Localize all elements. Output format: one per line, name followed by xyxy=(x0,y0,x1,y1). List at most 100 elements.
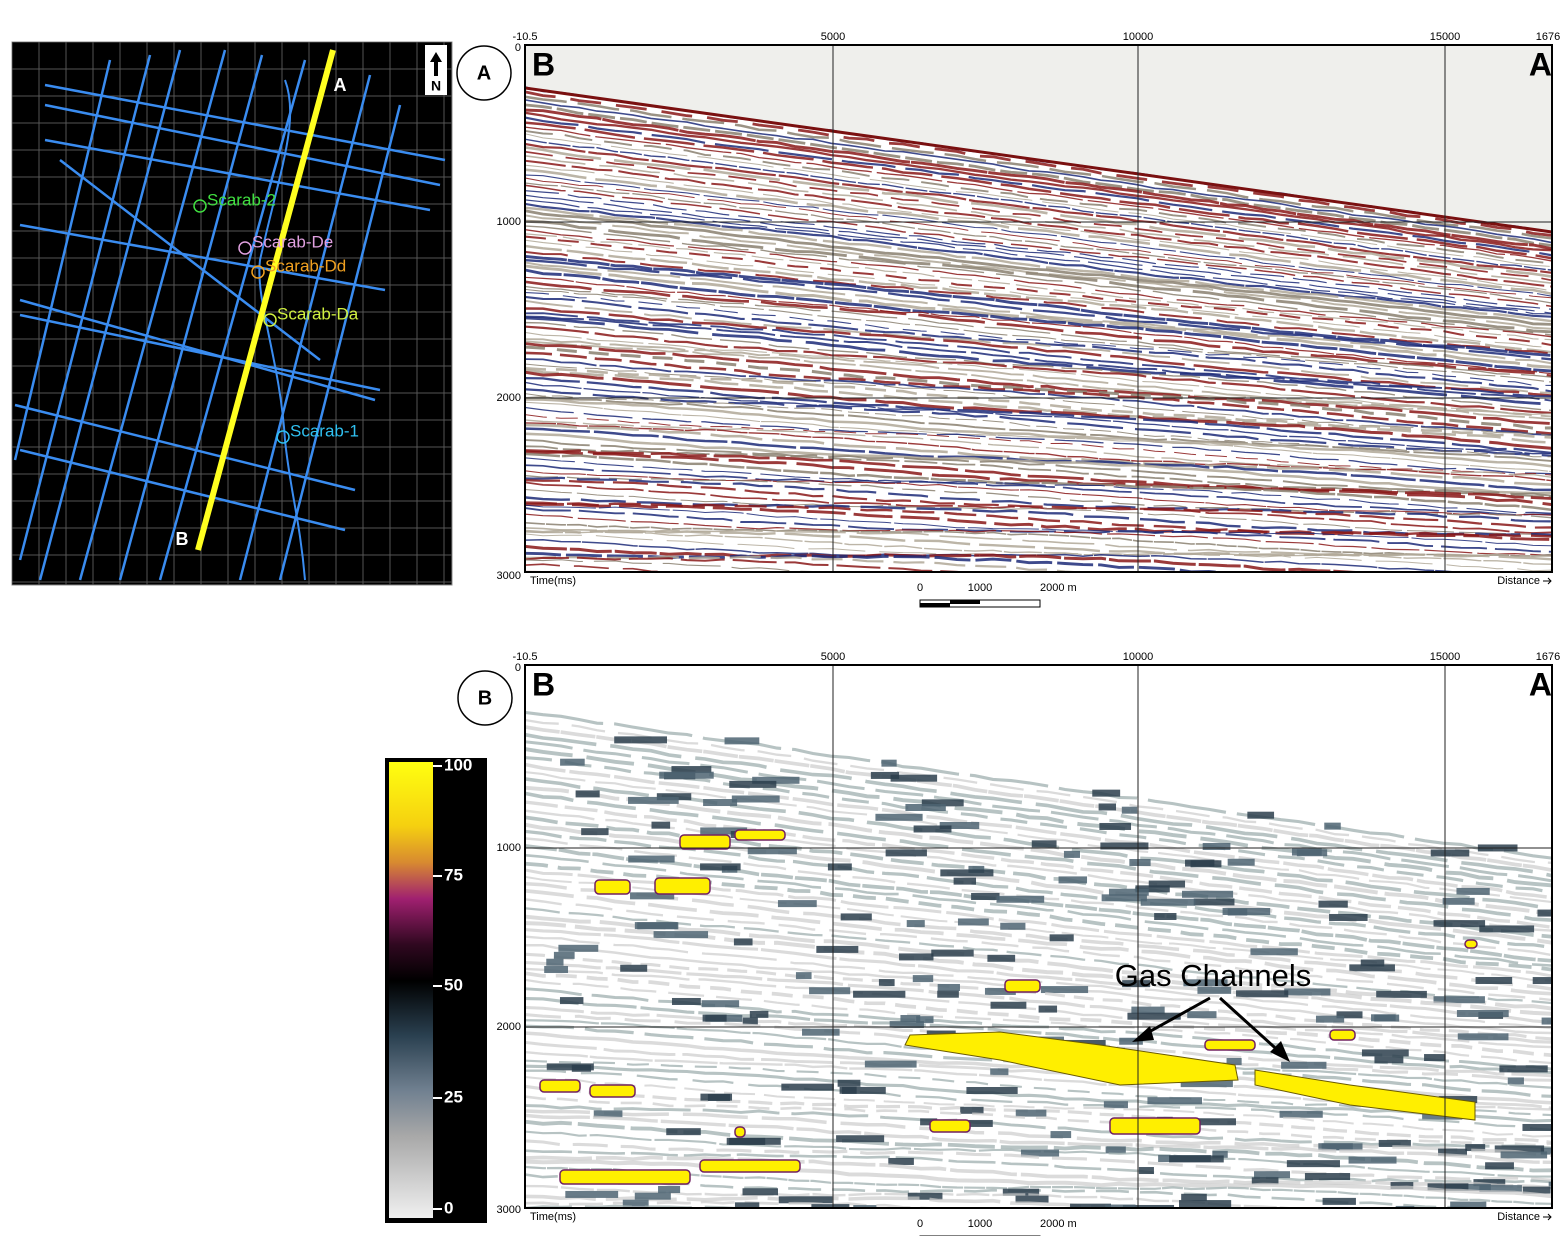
reflector xyxy=(526,209,1552,326)
reflector xyxy=(526,978,1552,1065)
attribute-patch xyxy=(1395,1205,1415,1208)
attribute-patch xyxy=(1147,1097,1203,1105)
attribute-patch xyxy=(701,1000,740,1008)
reflector xyxy=(526,338,1552,418)
x-axis-label: Distance xyxy=(1497,575,1540,587)
reflector xyxy=(526,533,1552,572)
attribute-patch xyxy=(565,1190,619,1198)
attribute-patch xyxy=(836,1135,885,1143)
attribute-patch xyxy=(921,799,964,807)
attribute-patch xyxy=(1433,920,1486,928)
attribute-patch xyxy=(614,736,667,744)
attribute-patch xyxy=(1187,1011,1217,1019)
attribute-patch xyxy=(1108,888,1149,896)
well-label: Scarab-1 xyxy=(290,421,359,440)
seismic-line xyxy=(44,138,431,212)
well-marker xyxy=(193,199,207,213)
attribute-patch xyxy=(1360,959,1385,967)
attribute-patch xyxy=(1182,890,1234,898)
attribute-patch xyxy=(885,849,927,857)
reflector xyxy=(526,800,1552,929)
attribute-patch xyxy=(1049,934,1074,942)
reflector xyxy=(526,756,1552,895)
attribute-patch xyxy=(853,990,906,998)
attribute-patch xyxy=(700,863,741,871)
attribute-patch xyxy=(889,1021,924,1029)
reflector xyxy=(525,1230,1560,1236)
annotation-arrow xyxy=(1139,996,1211,1039)
attribute-patch xyxy=(1427,1183,1469,1191)
attribute-patch xyxy=(1138,1167,1154,1175)
attribute-patch xyxy=(990,1001,1027,1009)
attribute-patch xyxy=(878,979,895,987)
seismic-line xyxy=(13,59,112,461)
attribute-patch xyxy=(1015,1109,1047,1117)
attribute-patch xyxy=(1286,1160,1340,1168)
attribute-patch xyxy=(912,975,934,983)
reflector xyxy=(526,396,1552,462)
reflector xyxy=(526,556,972,572)
attribute-patch xyxy=(703,799,738,807)
reflector xyxy=(525,596,1560,617)
seismic-line xyxy=(14,403,356,492)
panel-label: A xyxy=(477,62,491,84)
reflector xyxy=(526,177,1552,299)
reflector xyxy=(526,1184,1323,1208)
seismic-line xyxy=(19,448,346,532)
attribute-patch xyxy=(734,1202,760,1208)
reflector xyxy=(526,233,1552,341)
reflector xyxy=(526,449,1552,500)
section-frame xyxy=(524,664,1553,1209)
y-tick-label: 3000 xyxy=(497,1204,521,1216)
section-frame xyxy=(524,44,1553,573)
attribute-patch xyxy=(839,1086,857,1094)
attribute-patch xyxy=(898,953,934,961)
reflector xyxy=(526,889,1552,996)
attribute-patch xyxy=(802,1028,840,1036)
gas-channel xyxy=(904,1031,1239,1086)
attribute-patch xyxy=(1185,1118,1236,1126)
attribute-patch xyxy=(747,847,797,855)
arrow-head xyxy=(1132,1026,1154,1042)
x-tick-label: 10000 xyxy=(1123,651,1154,663)
attribute-patch xyxy=(1105,1146,1126,1154)
reflector xyxy=(526,111,1552,252)
reflector xyxy=(526,199,1552,315)
reflector xyxy=(526,108,1552,251)
attribute-patch xyxy=(781,1083,834,1091)
reflector xyxy=(526,295,1552,393)
reflector xyxy=(526,393,1552,458)
seismic-line xyxy=(19,298,376,402)
reflector xyxy=(526,90,1552,237)
attribute-patch xyxy=(1020,1149,1060,1157)
reflector xyxy=(526,219,1552,334)
attribute-patch xyxy=(1548,1181,1552,1189)
y-tick-label: 3000 xyxy=(497,570,521,582)
reflector xyxy=(526,414,1552,476)
attribute-patch xyxy=(1318,1143,1353,1151)
attribute-patch xyxy=(1500,1151,1548,1159)
colorbar-label: 50 xyxy=(444,975,463,994)
colorbar-label: 25 xyxy=(444,1087,463,1106)
attribute-patch xyxy=(809,987,851,995)
attribute-patch xyxy=(905,803,946,811)
attribute-patch xyxy=(1103,1101,1128,1109)
section-end-label: B xyxy=(532,46,555,82)
attribute-patch xyxy=(1212,1150,1228,1158)
attribute-patch xyxy=(1135,885,1170,893)
seismic-line xyxy=(18,54,152,561)
north-label: N xyxy=(431,78,441,94)
seismic-line xyxy=(118,54,264,581)
attribute-patch xyxy=(907,1192,943,1200)
well-label: Scarab-Da xyxy=(277,304,359,323)
reflector xyxy=(526,837,1552,957)
reflector xyxy=(526,432,1552,495)
north-arrow xyxy=(430,52,442,76)
reflector xyxy=(526,182,1552,304)
attribute-patch xyxy=(1541,1017,1552,1025)
attribute-patch xyxy=(593,1110,623,1118)
reflector xyxy=(526,358,1552,437)
scale-label: 2000 m xyxy=(1040,582,1077,594)
attribute-patch xyxy=(1154,912,1177,920)
reflector xyxy=(526,259,1552,361)
